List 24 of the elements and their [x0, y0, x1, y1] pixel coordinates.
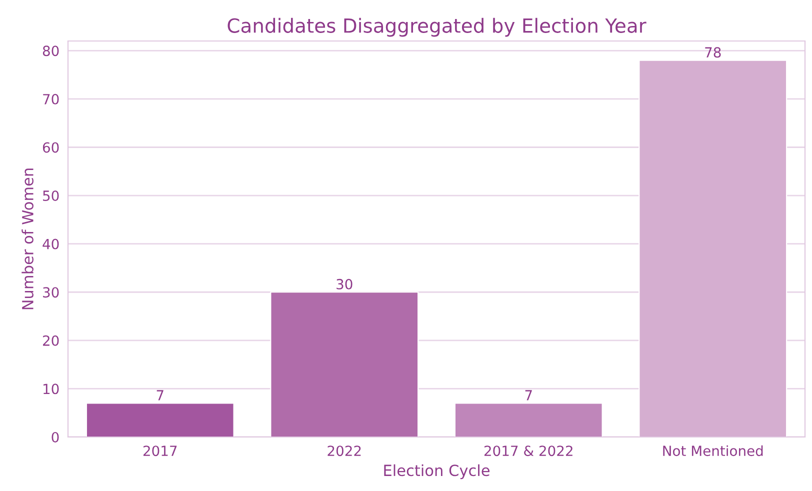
- y-tick-label: 40: [42, 238, 59, 250]
- data-label: 7: [525, 390, 532, 400]
- chart-title: Candidates Disaggregated by Election Year: [228, 18, 646, 37]
- y-tick-label: 0: [52, 432, 59, 442]
- data-label: 7: [156, 390, 164, 400]
- bar: [270, 292, 419, 437]
- x-axis-title: Election Cycle: [384, 464, 490, 480]
- bar: [86, 402, 234, 437]
- y-tick-label: 60: [42, 142, 59, 153]
- y-tick-label: 70: [43, 94, 59, 104]
- x-tick-label: 2017 & 2022: [484, 446, 572, 456]
- x-tick-label: 2017: [143, 446, 177, 456]
- y-tick-label: 50: [43, 190, 59, 202]
- y-tick-label: 80: [42, 46, 59, 56]
- y-tick-label: 10: [44, 384, 59, 394]
- bar: [454, 402, 603, 437]
- y-tick-label: 30: [43, 287, 59, 298]
- data-label: 30: [336, 278, 352, 290]
- data-label: 78: [705, 47, 721, 58]
- y-axis-title: Number of Women: [22, 168, 34, 310]
- y-tick-label: 20: [43, 335, 59, 346]
- x-tick-label: Not Mentioned: [663, 445, 763, 456]
- x-tick-label: 2022: [328, 446, 361, 456]
- bar: [638, 60, 788, 437]
